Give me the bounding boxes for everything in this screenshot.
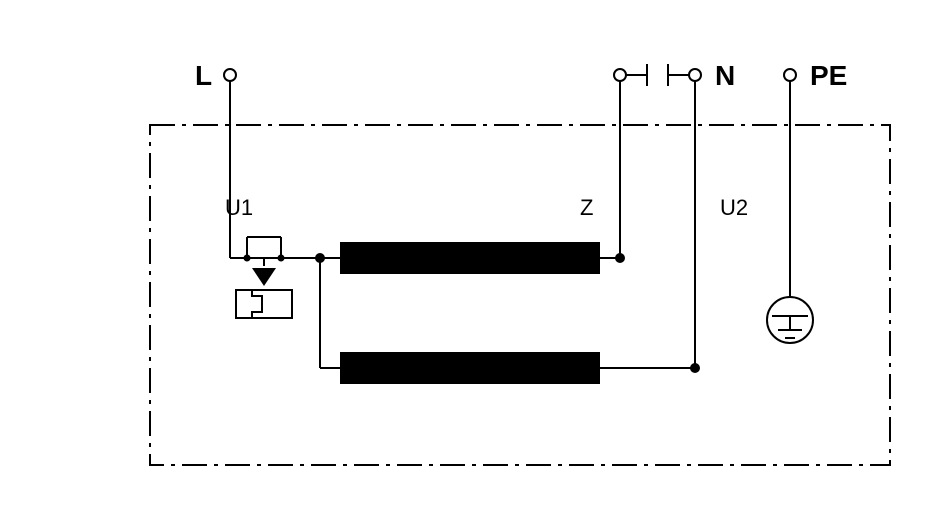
terminal-N [689,69,701,81]
protector-node-r [278,255,285,262]
label-N: N [715,60,735,91]
protector-node-l [244,255,251,262]
winding-main [340,242,600,274]
terminal-L [224,69,236,81]
label-PE: PE [810,60,847,91]
protector-box [236,290,292,318]
circuit-diagram: LNPEU1ZU2 [0,0,950,509]
label-L: L [195,60,212,91]
junction-node-2 [690,363,700,373]
terminal-Z-cap [614,69,626,81]
junction-node-0 [315,253,325,263]
junction-node-1 [615,253,625,263]
label-Z: Z [580,195,593,220]
terminal-PE [784,69,796,81]
protector-notch [252,290,262,318]
protector-triangle-icon [252,268,276,286]
label-U2: U2 [720,195,748,220]
winding-aux [340,352,600,384]
